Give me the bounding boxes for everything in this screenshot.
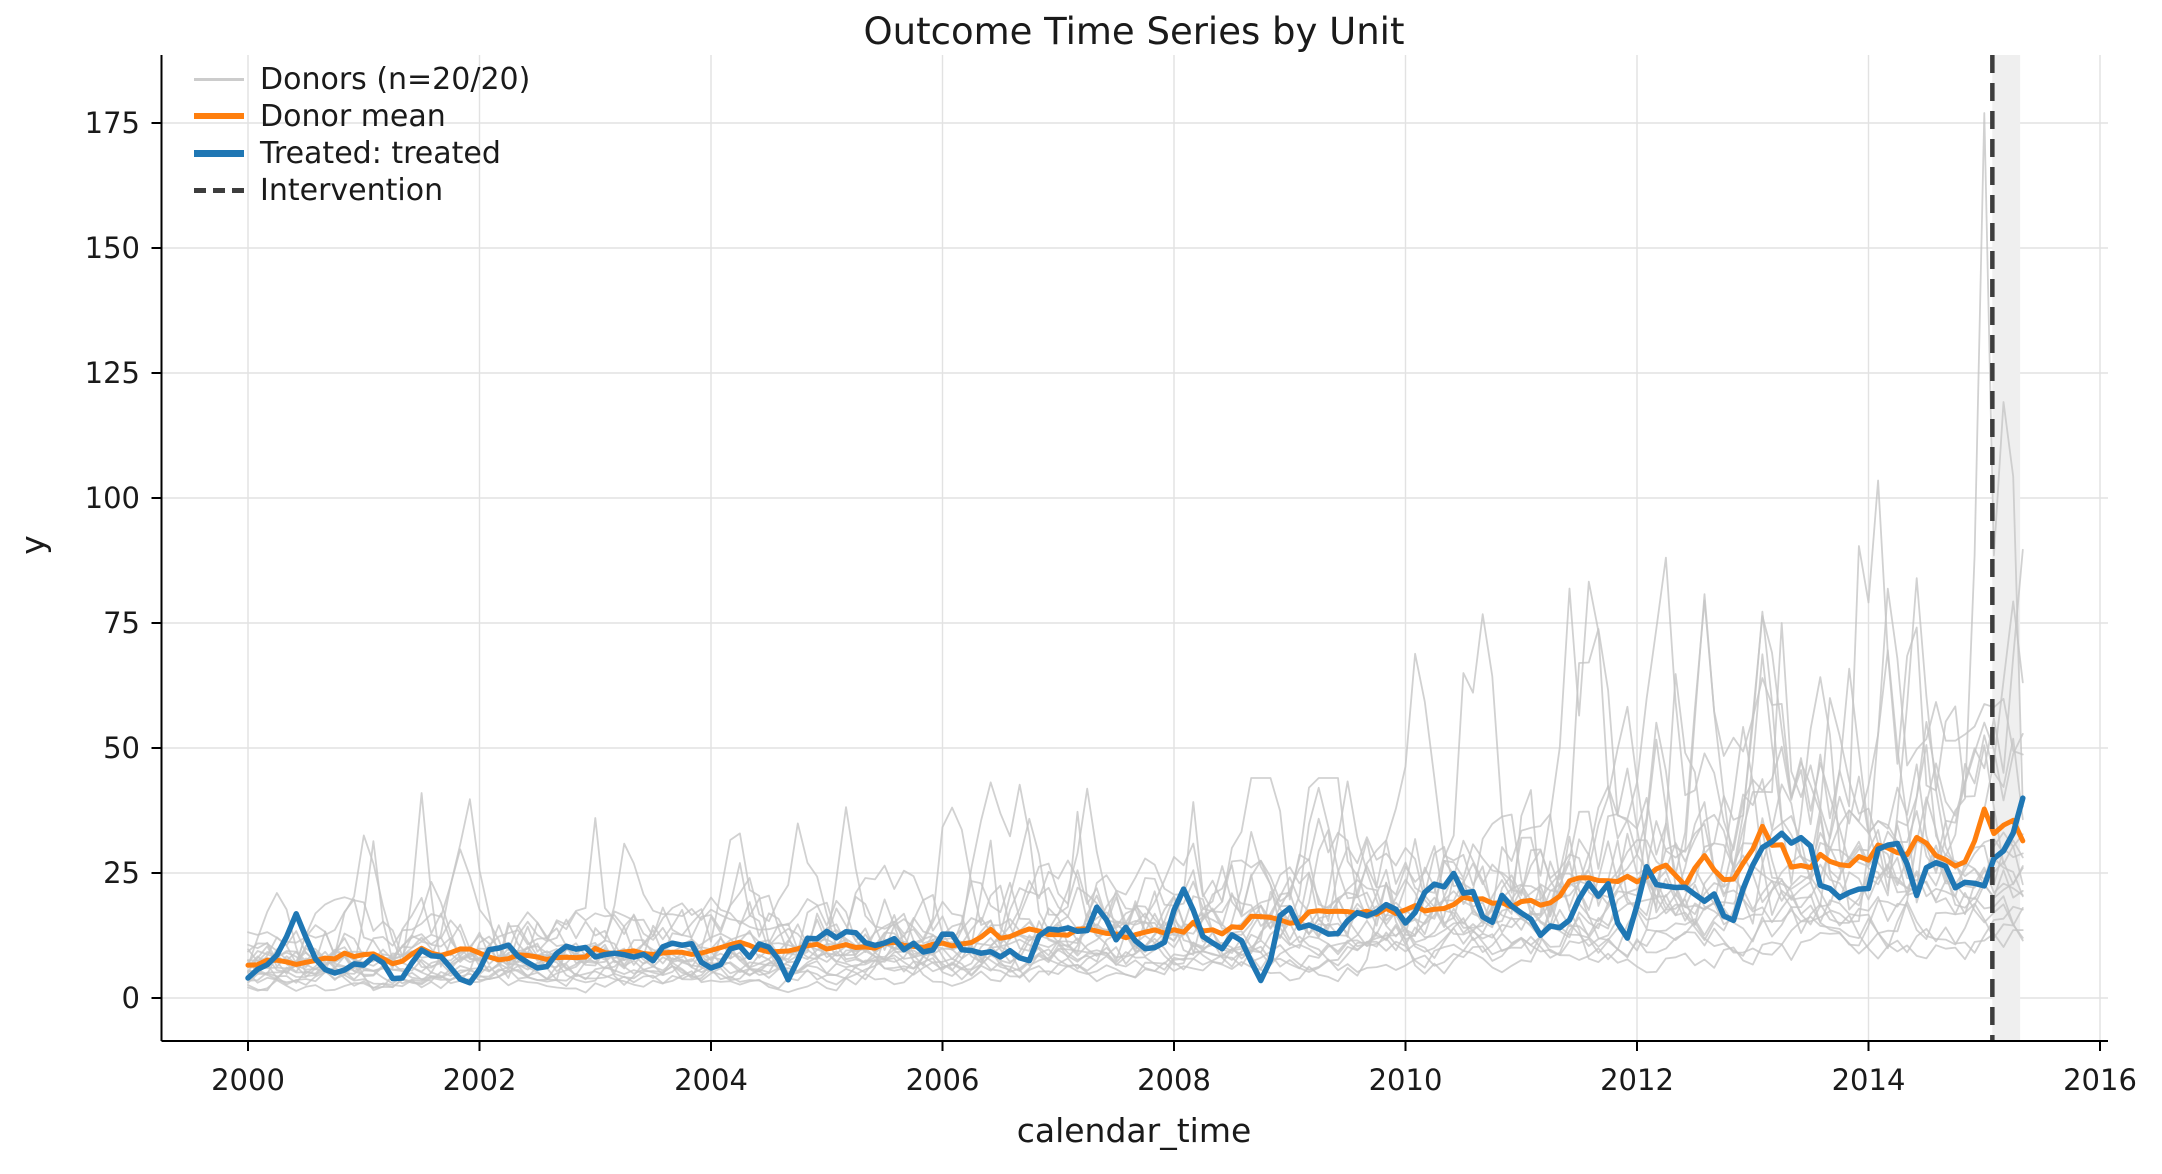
x-tick-label: 2016 (2063, 1063, 2137, 1097)
legend-label-intervention: Intervention (260, 172, 444, 208)
y-tick-label: 75 (103, 606, 140, 640)
x-axis-label: calendar_time (1017, 1111, 1252, 1150)
x-tick-label: 2006 (906, 1063, 980, 1097)
donor-line-swatch-icon (194, 77, 244, 81)
y-tick-label: 25 (103, 856, 140, 890)
donor-line (247, 600, 2024, 975)
x-tick-label: 2014 (1832, 1063, 1906, 1097)
legend-label-treated: Treated: treated (260, 135, 501, 171)
x-tick-label: 2004 (674, 1063, 748, 1097)
donor-line (247, 610, 2024, 968)
treated-swatch-icon (194, 149, 244, 157)
donor-line (247, 796, 2024, 992)
donor-mean-swatch-icon (194, 113, 244, 119)
donor-mean-line (245, 806, 2026, 968)
x-tick-label: 2002 (443, 1063, 517, 1097)
y-tick-label: 0 (122, 981, 140, 1015)
donor-line (247, 628, 2024, 981)
donor-line (247, 863, 2024, 980)
treated-line (245, 795, 2026, 986)
donor-line (247, 817, 2024, 985)
intervention-swatch-icon (194, 187, 244, 193)
y-tick-label: 50 (103, 731, 140, 765)
legend-item-treated: Treated: treated (194, 135, 530, 171)
x-tick-label: 2012 (1600, 1063, 1674, 1097)
y-tick-label: 125 (85, 356, 140, 390)
donor-line (247, 577, 2024, 980)
legend-item-donors: Donors (n=20/20) (194, 61, 531, 97)
legend-label-donors: Donors (n=20/20) (260, 61, 531, 97)
y-tick-label: 150 (85, 231, 140, 265)
y-tick-label: 175 (85, 106, 140, 140)
x-tick-label: 2000 (211, 1063, 285, 1097)
legend-item-intervention: Intervention (194, 172, 530, 208)
legend-label-donor-mean: Donor mean (260, 98, 446, 134)
donor-line (247, 479, 2024, 969)
legend-item-donor-mean: Donor mean (194, 98, 530, 134)
x-tick-label: 2008 (1137, 1063, 1211, 1097)
chart-title: Outcome Time Series by Unit (864, 10, 1405, 53)
plot-layers: 2000 2002 2004 2006 2008 2010 2012 2014 2016 0 25 5… (85, 55, 2137, 1097)
donor-line (247, 556, 2024, 975)
legend: Donors (n=20/20) Donor mean Treated: tre… (194, 61, 531, 208)
y-tick-label: 100 (85, 481, 140, 515)
y-axis-label: y (13, 535, 52, 555)
x-tick-label: 2010 (1369, 1063, 1443, 1097)
